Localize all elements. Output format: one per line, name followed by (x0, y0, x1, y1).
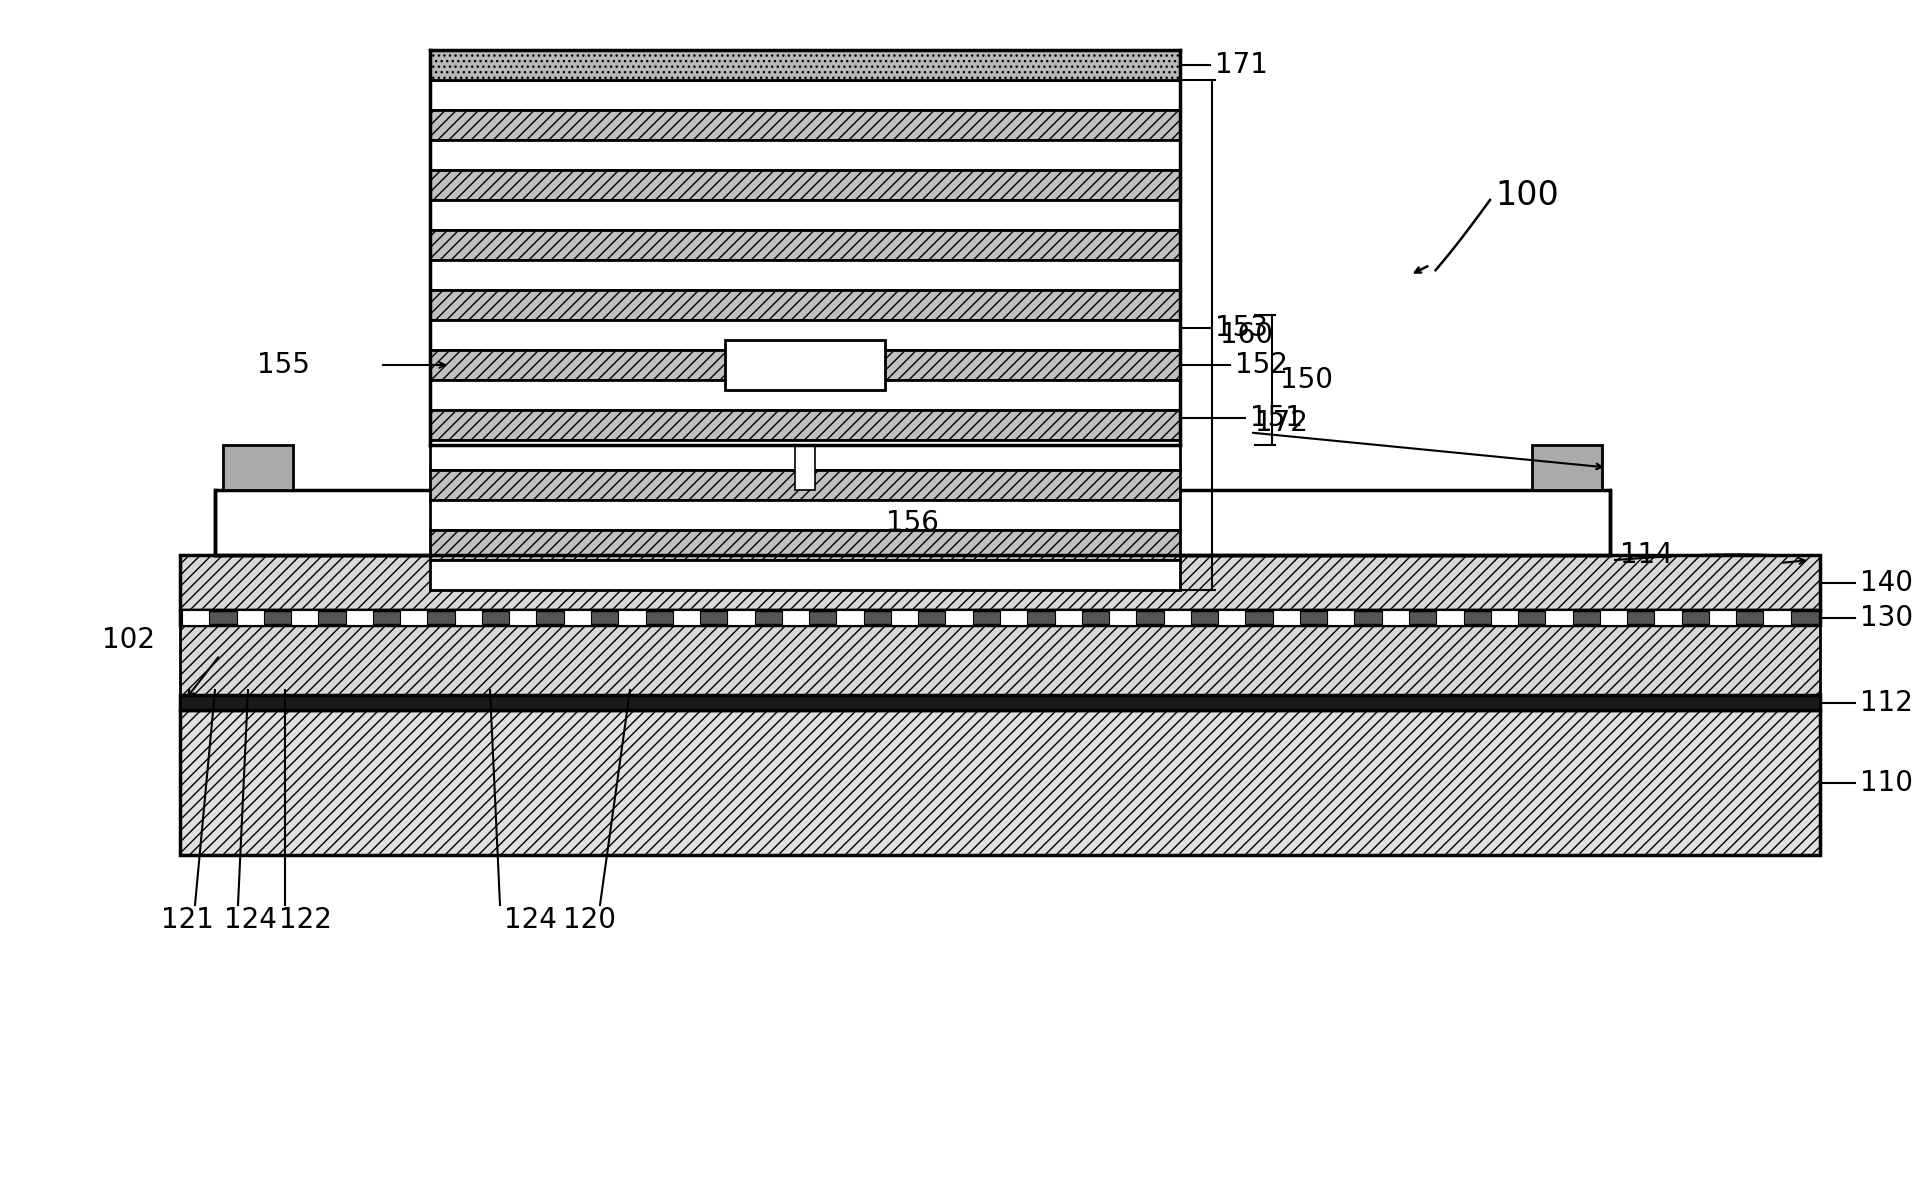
Text: 152: 152 (1235, 351, 1287, 379)
Text: 120: 120 (564, 906, 616, 934)
Bar (179, 625, 1820, 695)
Bar (674, 610, 701, 625)
Bar (1164, 610, 1191, 625)
Bar (430, 530, 1179, 560)
Bar (400, 610, 427, 625)
Bar (836, 610, 863, 625)
Bar (430, 390, 1179, 445)
Text: 140: 140 (1861, 568, 1913, 596)
Bar (237, 610, 264, 625)
Text: 156: 156 (886, 508, 938, 536)
Bar (1218, 610, 1245, 625)
Bar (728, 610, 755, 625)
Bar (430, 470, 1179, 500)
Text: 150: 150 (1280, 366, 1334, 394)
Bar (455, 610, 482, 625)
Bar (224, 445, 293, 490)
Bar (430, 110, 1179, 140)
Bar (1654, 610, 1681, 625)
Bar (430, 320, 1179, 350)
Bar (179, 555, 1820, 610)
Bar (430, 290, 1179, 320)
Bar (510, 610, 537, 625)
Bar (892, 610, 919, 625)
Bar (1054, 610, 1083, 625)
Text: 171: 171 (1216, 52, 1268, 79)
Bar (430, 230, 1179, 260)
Bar (430, 140, 1179, 170)
Text: 114: 114 (1619, 541, 1673, 570)
Text: 110: 110 (1861, 769, 1913, 796)
Bar (430, 315, 1179, 341)
Bar (946, 610, 973, 625)
Bar (430, 341, 726, 390)
Bar (430, 260, 1179, 290)
Text: 153: 153 (1216, 313, 1268, 342)
Text: 102: 102 (102, 626, 154, 653)
Text: 124: 124 (504, 906, 556, 934)
Bar (1764, 610, 1791, 625)
Text: 122: 122 (278, 906, 332, 934)
Bar (795, 445, 814, 490)
Bar (179, 710, 1820, 855)
Bar (430, 50, 1179, 80)
Bar (564, 610, 591, 625)
Bar (179, 610, 1820, 625)
Bar (291, 610, 318, 625)
Bar (179, 695, 1820, 710)
Bar (430, 500, 1179, 530)
Text: 100: 100 (1496, 179, 1559, 211)
Bar (430, 200, 1179, 230)
Bar (1600, 610, 1627, 625)
Bar (726, 341, 886, 390)
Bar (430, 440, 1179, 470)
Bar (430, 380, 1179, 410)
Text: 112: 112 (1861, 688, 1913, 717)
Bar (181, 610, 208, 625)
Bar (1328, 610, 1355, 625)
Text: 172: 172 (1254, 409, 1309, 436)
Bar (1490, 610, 1519, 625)
Bar (430, 410, 1179, 440)
Bar (1382, 610, 1409, 625)
Bar (345, 610, 372, 625)
Bar (1708, 610, 1737, 625)
Text: 151: 151 (1251, 404, 1303, 432)
Bar (430, 350, 1179, 380)
Text: 160: 160 (1220, 321, 1274, 349)
Bar (886, 341, 1179, 390)
Bar (1532, 445, 1602, 490)
Bar (1272, 610, 1301, 625)
Bar (430, 50, 1179, 80)
Bar (782, 610, 809, 625)
Text: 155: 155 (257, 351, 311, 379)
Bar (214, 490, 1610, 555)
Bar (618, 610, 645, 625)
Bar (1436, 610, 1463, 625)
Bar (430, 80, 1179, 110)
Bar (430, 170, 1179, 200)
Bar (430, 560, 1179, 590)
Text: 121: 121 (160, 906, 214, 934)
Bar (1000, 610, 1027, 625)
Text: 130: 130 (1861, 603, 1913, 632)
Text: 124: 124 (224, 906, 276, 934)
Bar (1546, 610, 1573, 625)
Bar (1110, 610, 1137, 625)
